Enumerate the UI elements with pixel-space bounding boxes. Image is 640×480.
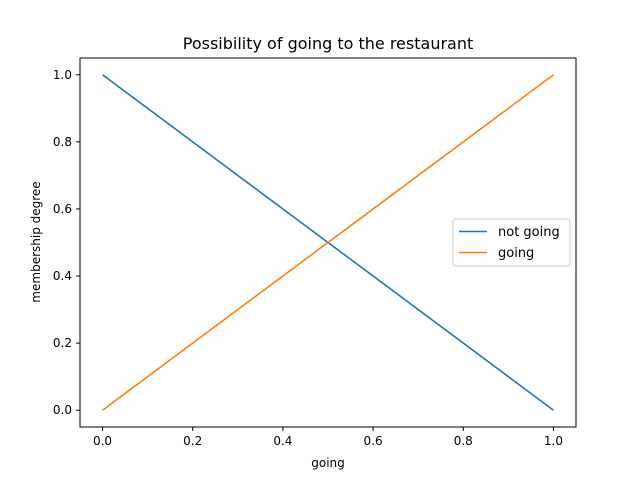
y-tick-label: 0.0 [53,403,72,417]
y-tick-label: 0.2 [53,336,72,350]
y-tick-label: 0.8 [53,135,72,149]
y-axis-label: membership degree [29,181,43,302]
y-tick-label: 1.0 [53,68,72,82]
x-tick-label: 0.8 [454,434,473,448]
chart-title: Possibility of going to the restaurant [183,34,474,53]
x-tick-label: 1.0 [544,434,563,448]
x-tick-label: 0.4 [273,434,292,448]
y-tick-label: 0.4 [53,269,72,283]
x-axis-label: going [311,456,345,470]
series-lines [102,74,554,411]
legend-entry-going: going [498,246,534,261]
plot-area [79,57,577,428]
x-tick-label: 0.6 [364,434,383,448]
legend-entry-not-going: not going [498,225,560,240]
y-tick-label: 0.6 [53,202,72,216]
y-axis-ticks: 0.0 0.2 0.4 0.6 0.8 1.0 [53,68,80,417]
series-line-going [102,74,554,411]
x-axis-ticks: 0.0 0.2 0.4 0.6 0.8 1.0 [93,427,563,448]
plot-frame [79,57,577,428]
legend: not going going [452,218,571,267]
x-tick-label: 0.0 [93,434,112,448]
x-tick-label: 0.2 [183,434,202,448]
